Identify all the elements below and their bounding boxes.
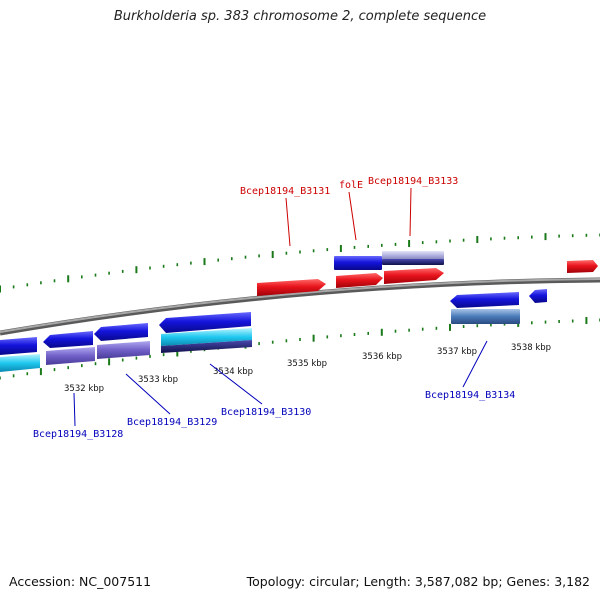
accession-text: Accession: NC_007511 (9, 574, 152, 589)
ruler-label-3532: 3532 kbp (64, 384, 104, 394)
gene-label-b3128[interactable]: Bcep18194_B3128 (33, 429, 123, 440)
gene-block[interactable] (334, 256, 382, 270)
gene-arrow-minus[interactable] (94, 323, 148, 341)
gene-block[interactable] (382, 251, 444, 260)
gene-label-b3131[interactable]: Bcep18194_B3131 (240, 186, 330, 197)
gene-arrow-plus[interactable] (257, 279, 326, 296)
gene-label-b3129[interactable]: Bcep18194_B3129 (127, 417, 217, 428)
gene-block[interactable] (161, 340, 252, 353)
upper-tick-track (0, 233, 600, 293)
gene-arrow-minus[interactable] (529, 289, 547, 303)
gene-label-b3130[interactable]: Bcep18194_B3130 (221, 407, 311, 418)
minus-strand-genes (0, 289, 547, 355)
gene-arrow-minus[interactable] (450, 292, 519, 308)
gene-arrow-plus[interactable] (567, 260, 598, 273)
gene-arrow-minus[interactable] (43, 331, 93, 348)
gene-label-b3133[interactable]: Bcep18194_B3133 (368, 176, 458, 187)
gene-arrow-minus[interactable] (0, 337, 37, 355)
gene-block[interactable] (97, 341, 150, 359)
ruler-label-3534: 3534 kbp (213, 367, 253, 377)
topology-text: Topology: circular; Length: 3,587,082 bp… (246, 574, 590, 589)
ruler-label-3533: 3533 kbp (138, 375, 178, 385)
ruler-label-3537: 3537 kbp (437, 347, 477, 357)
chromosome-backbone (0, 277, 600, 336)
gene-block[interactable] (451, 309, 520, 324)
gene-block[interactable] (0, 354, 40, 372)
upper-features (334, 251, 444, 270)
gene-label-b3134[interactable]: Bcep18194_B3134 (425, 390, 515, 401)
lower-label-leaders (73, 340, 488, 427)
gene-arrow-plus[interactable] (336, 273, 383, 288)
gene-arrow-minus[interactable] (159, 312, 251, 333)
gene-arrow-plus[interactable] (384, 268, 444, 284)
map-title: Burkholderia sp. 383 chromosome 2, compl… (113, 9, 487, 24)
lower-features (0, 309, 520, 372)
upper-label-leaders (285, 187, 412, 247)
ruler-label-3536: 3536 kbp (362, 352, 402, 362)
gene-label-fole[interactable]: folE (339, 180, 363, 191)
ruler-label-3538: 3538 kbp (511, 343, 551, 353)
plus-strand-genes (257, 260, 598, 296)
gene-block[interactable] (46, 347, 95, 365)
ruler-label-3535: 3535 kbp (287, 359, 327, 369)
gene-block[interactable] (382, 259, 444, 265)
